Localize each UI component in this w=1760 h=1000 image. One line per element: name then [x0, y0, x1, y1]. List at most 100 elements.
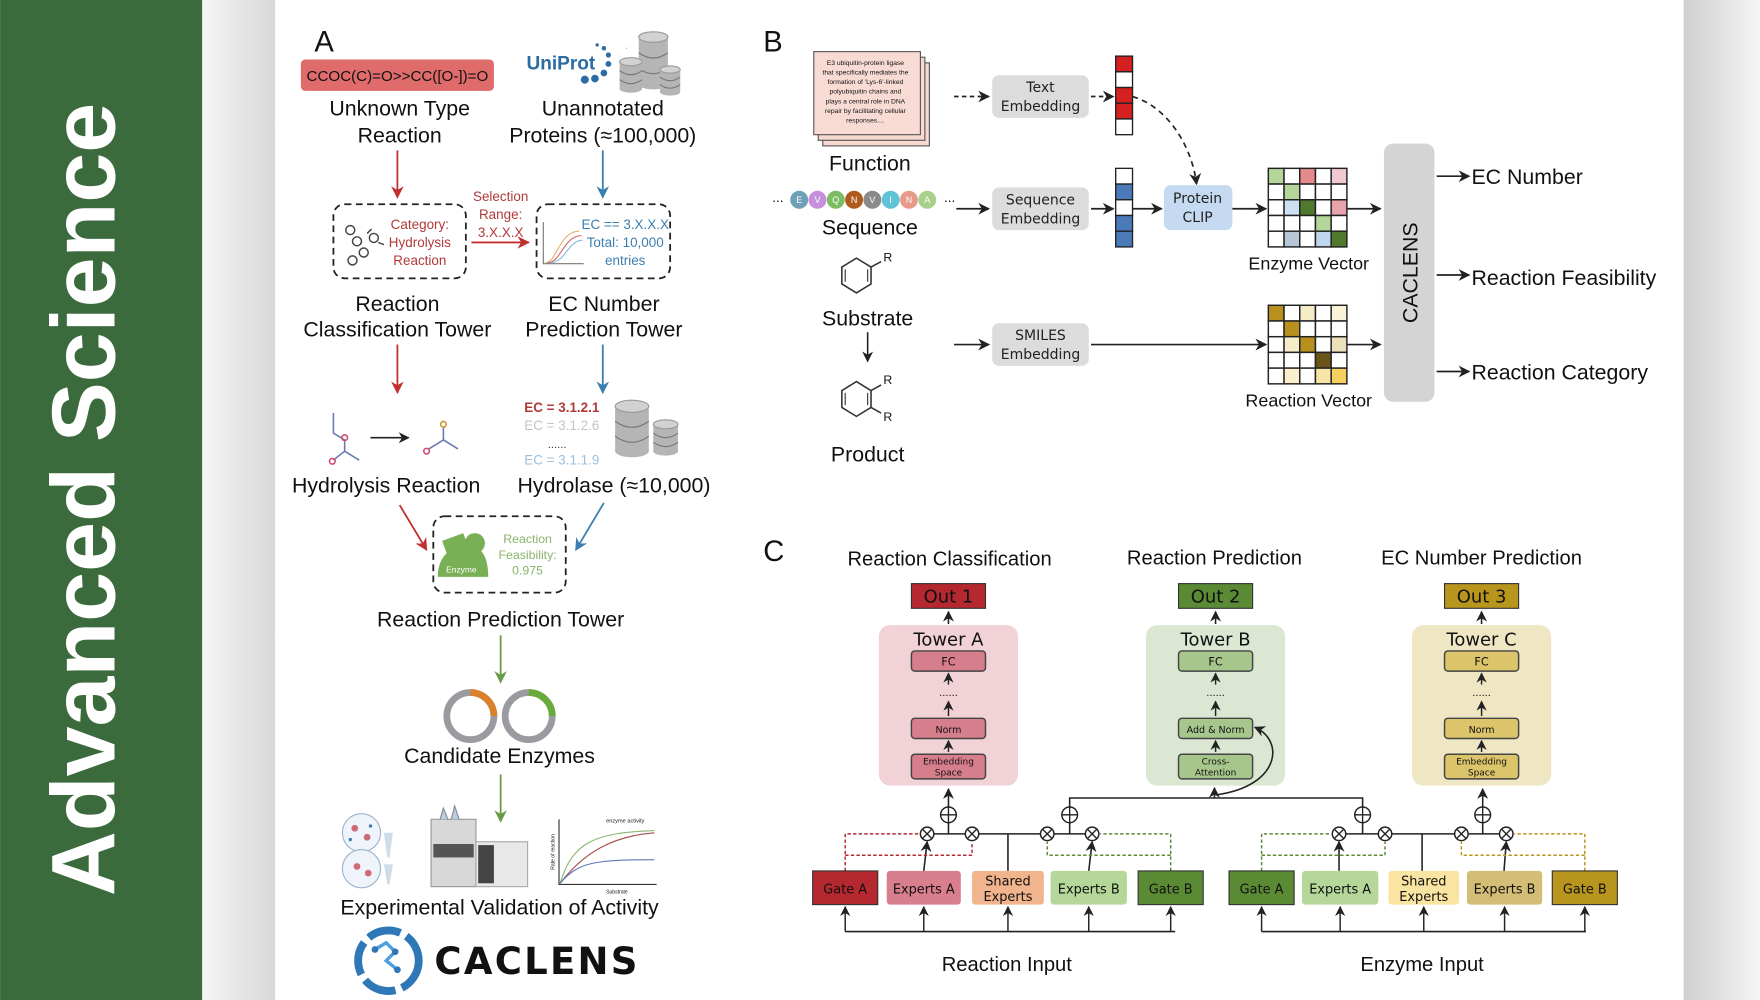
activity-chart-xlabel: Substrate: [606, 889, 628, 895]
candidate-label: Candidate Enzymes: [404, 744, 595, 768]
grid-cell: [1330, 199, 1348, 217]
grid-cell: [1283, 320, 1301, 338]
activity-chart-ylabel: Rate of reaction: [551, 834, 557, 870]
grid-cell: [1299, 304, 1317, 322]
vector-cell: [1115, 199, 1134, 217]
database-icon: [619, 31, 681, 96]
selection-line1: Selection: [473, 189, 528, 204]
grid-cell: [1283, 335, 1301, 354]
category-line2: Hydrolysis: [389, 235, 451, 250]
ec-box-line1: EC == 3.X.X.X: [581, 217, 669, 232]
grid-cell: [1299, 214, 1317, 232]
activity-chart-title: enzyme activity: [606, 819, 645, 825]
grid-cell: [1314, 304, 1332, 322]
vector-cell: [1115, 71, 1134, 89]
function-text-line: polyubiquitin chains and: [830, 89, 902, 96]
output-reaction-feasibility: Reaction Feasibility: [1471, 266, 1656, 290]
tower-layer-label: FC: [1208, 656, 1222, 669]
ec-box-line3: entries: [605, 253, 646, 268]
vector-cell: [1115, 118, 1134, 136]
cylinder-band: [619, 70, 643, 76]
function-text-line: responses....: [846, 117, 885, 124]
caclens-logo-icon: [354, 926, 423, 995]
tower-layer-label: FC: [1474, 656, 1488, 669]
activity-chart: [558, 819, 657, 885]
ecpt-line1: EC Number: [548, 292, 659, 316]
feasibility-value: 0.975: [512, 564, 543, 578]
ester-molecule-icon: [328, 413, 360, 465]
grid-cell: [1299, 320, 1317, 338]
tower-layer-label: Embedding: [923, 757, 974, 767]
amino-acid-letter: A: [924, 195, 930, 205]
grid-cell: [1267, 167, 1285, 185]
grid-cell: [1267, 199, 1285, 217]
grid-cell: [1299, 199, 1317, 217]
reaction-vector-label: Reaction Vector: [1245, 390, 1372, 410]
grid-cell: [1314, 199, 1332, 217]
database-icon: [614, 399, 679, 458]
tower-layer-box: [1177, 717, 1254, 740]
multiply-icon-cross: [1087, 828, 1098, 839]
sample-tubes-icon: [341, 813, 393, 889]
unannotated-line1: Unannotated: [542, 97, 664, 121]
hydrolysis-label: Hydrolysis Reaction: [292, 474, 480, 498]
tower-name: Tower B: [1180, 629, 1251, 650]
function-text-line: formation of 'Lys-6'-linked: [827, 79, 903, 86]
cylinder-band: [652, 441, 679, 448]
grid-cell: [1299, 183, 1317, 201]
grid-cell: [1314, 183, 1332, 201]
panel-a: A CCOC(C)=O>>CC([O-])=O UniProt Unknown …: [292, 27, 710, 995]
grid-cell: [1267, 230, 1285, 248]
reaction-input-label: Reaction Input: [942, 954, 1073, 976]
feasibility-line1: Reaction: [503, 532, 552, 546]
grid-cell: [1330, 335, 1348, 354]
substrate-label: Substrate: [822, 306, 913, 330]
text-vector: [1115, 55, 1134, 136]
cylinder-band: [614, 420, 650, 428]
journal-title: Advanced Science: [35, 103, 135, 896]
enzyme-vector-label: Enzyme Vector: [1248, 253, 1369, 273]
grid-cell: [1330, 351, 1348, 369]
cylinder: [615, 406, 649, 452]
gates_right-box: [1228, 870, 1295, 906]
amino-acid-letter: N: [851, 195, 857, 205]
grid-cell: [1283, 199, 1301, 217]
feasibility-line2: Feasibility:: [498, 548, 556, 562]
multiply-icon-cross: [1456, 828, 1467, 839]
grid-cell: [1267, 304, 1285, 322]
right-shadow: [1683, 0, 1760, 1000]
add-icon-cross: [1474, 806, 1491, 823]
multiply-icon-cross: [922, 828, 933, 839]
sequence-embedding-line2: Embedding: [1001, 211, 1080, 227]
ec-box-line2: Total: 10,000: [587, 235, 664, 250]
amino-acid-bead: [808, 190, 827, 209]
unknown-line2: Reaction: [358, 124, 442, 148]
cylinder-bottom: [653, 446, 678, 456]
multiply-icon-cross: [1380, 828, 1391, 839]
text-embedding-box: [992, 75, 1089, 118]
add-icon-cross: [1354, 806, 1371, 823]
selection-line3: 3.X.X.X: [478, 225, 524, 240]
grid-cell: [1299, 351, 1317, 369]
gate-label: Experts A: [893, 882, 955, 897]
tower-layer-label: Add & Norm: [1187, 725, 1245, 736]
panel-c: C Reaction Classification Reaction Predi…: [763, 536, 1618, 976]
multiply-icon-cross: [967, 828, 977, 839]
grid-cell: [1314, 214, 1332, 232]
function-text-line: repair by facilitating cellular: [825, 108, 907, 115]
tower-layer-box: [1443, 753, 1520, 780]
cylinder-band: [659, 76, 681, 82]
amino-acid-bead: [899, 190, 918, 209]
vector-cell: [1115, 230, 1134, 248]
grid-cell: [1283, 351, 1301, 369]
grid-cell: [1314, 351, 1332, 369]
feasibility-box: [432, 515, 567, 594]
ec-item-2: EC = 3.1.2.6: [524, 418, 599, 433]
grid-cell: [1314, 320, 1332, 338]
gate-label: Experts: [1399, 890, 1448, 905]
grid-cell: [1330, 367, 1348, 385]
category-line3: Reaction: [393, 253, 446, 268]
grid-cell: [1330, 304, 1348, 322]
cylinder-top: [614, 399, 650, 413]
